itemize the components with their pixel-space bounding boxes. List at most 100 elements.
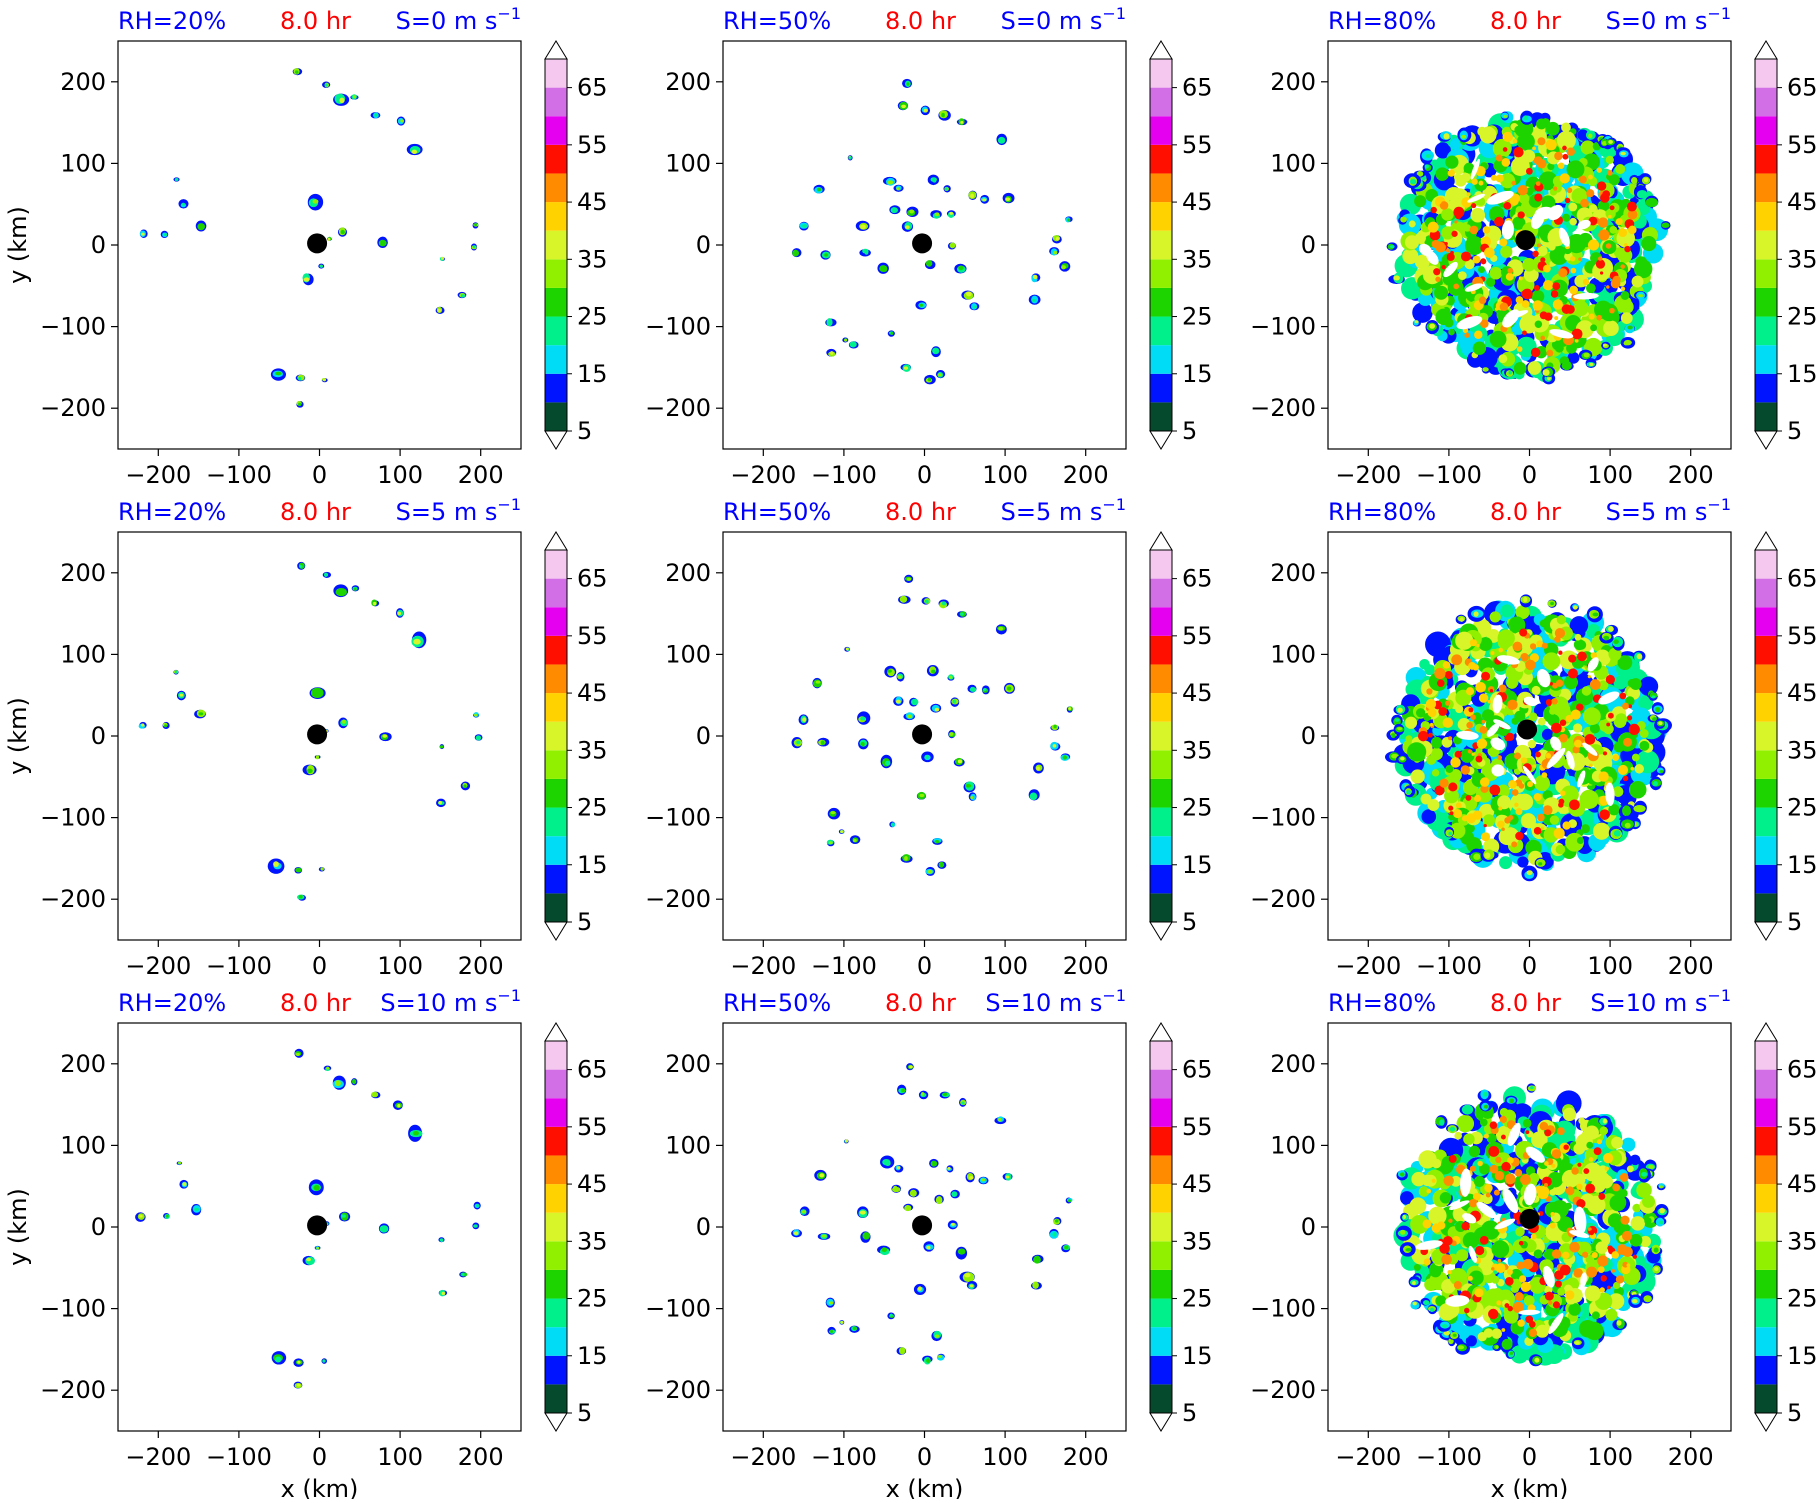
outer-cell <box>1534 857 1547 869</box>
cell-core <box>1620 264 1625 269</box>
cell-mid <box>1566 838 1574 845</box>
cell-core <box>1569 1241 1580 1253</box>
y-tick-label: −100 <box>1250 804 1316 832</box>
cell-core <box>1543 1183 1548 1188</box>
y-tick-label: −100 <box>1250 1295 1316 1323</box>
colorbar-tick-label: 35 <box>577 736 608 764</box>
cell-core <box>1450 757 1461 768</box>
shear-label-exponent: −1 <box>1102 986 1126 1005</box>
reflectivity-field <box>139 68 479 408</box>
colorbar-tick-label: 35 <box>577 1227 608 1255</box>
cell-mid <box>1561 122 1571 133</box>
colorbar-extend-max <box>544 531 568 551</box>
cell-core <box>1615 218 1623 226</box>
colorbar-segment <box>1755 721 1777 751</box>
cell-core <box>1551 1163 1556 1168</box>
cell-core <box>1588 174 1593 180</box>
cell-mid <box>1605 208 1616 219</box>
x-tick-label: −200 <box>730 1443 796 1471</box>
cell-mid <box>1547 163 1555 171</box>
colorbar-segment <box>1755 550 1777 579</box>
outer-cell <box>1455 1342 1470 1355</box>
convective-cell <box>827 807 841 820</box>
convective-cell <box>378 1223 390 1234</box>
convective-cell <box>1050 724 1060 731</box>
rainband-gap <box>1492 694 1503 714</box>
cell-mid <box>1572 723 1583 733</box>
cell-core <box>1628 225 1637 235</box>
colorbar-extend-max <box>544 1022 568 1042</box>
cell-mid <box>1426 754 1437 765</box>
cell-core <box>1558 798 1565 805</box>
cell-mid <box>1445 155 1459 169</box>
cell-core <box>1441 264 1446 270</box>
colorbar-tick-label: 55 <box>1182 131 1213 159</box>
y-axis-label: y (km) <box>4 697 32 775</box>
convective-cell <box>308 1179 324 1196</box>
outer-cell <box>1571 1337 1585 1350</box>
cell-core <box>1528 1328 1538 1338</box>
cell-core <box>1598 256 1603 261</box>
cell-base <box>1630 707 1652 728</box>
convective-cell <box>908 1188 920 1198</box>
convective-cell <box>926 665 939 677</box>
cell-core <box>1498 647 1504 653</box>
convective-cell <box>176 1161 182 1166</box>
cell-core <box>1439 1243 1450 1254</box>
colorbar-tick-label: 35 <box>577 245 608 273</box>
cell-core <box>1526 167 1533 175</box>
cell-mid <box>1497 795 1511 810</box>
cell-core <box>1602 190 1611 199</box>
cell-core <box>1596 1139 1603 1145</box>
cell-core <box>1460 765 1470 775</box>
cell-core <box>1518 1275 1527 1283</box>
convective-cell <box>877 1245 891 1256</box>
cell-core <box>1536 243 1542 248</box>
time-label: 8.0 hr <box>885 989 956 1017</box>
outer-cell <box>1578 349 1593 361</box>
convective-cell <box>472 1222 480 1230</box>
convective-cell <box>924 260 936 270</box>
cell-mid <box>1498 354 1508 364</box>
cell-mid <box>1541 118 1551 128</box>
convective-cell <box>1028 294 1041 305</box>
cell-core <box>1521 288 1533 300</box>
cell-core <box>1483 1133 1489 1139</box>
outer-cell <box>1585 130 1598 141</box>
convective-cell <box>981 685 990 695</box>
cell-core <box>1515 808 1523 816</box>
cell-mid <box>1583 707 1601 726</box>
outer-cell <box>1638 173 1652 185</box>
cell-core <box>1446 248 1451 253</box>
cell-core <box>1558 733 1568 743</box>
convective-cell <box>351 585 360 592</box>
outer-cell <box>1612 636 1625 651</box>
cell-mid <box>1518 193 1530 204</box>
cell-mid <box>1600 303 1619 322</box>
cell-mid <box>1531 289 1545 303</box>
shear-label-exponent: −1 <box>1707 495 1731 514</box>
convective-cell <box>860 1231 871 1243</box>
outer-cell <box>1437 131 1452 142</box>
cell-core <box>1518 783 1525 789</box>
rainband-gap <box>1582 742 1598 756</box>
colorbar-tick-label: 5 <box>577 417 592 445</box>
convective-cell <box>961 290 974 300</box>
colorbar-segment <box>1150 893 1172 922</box>
cell-mid <box>1468 1270 1484 1286</box>
y-tick-label: 0 <box>1301 231 1316 259</box>
x-tick-label: 100 <box>982 952 1028 980</box>
convective-cell <box>956 118 968 126</box>
cell-mid <box>1510 1268 1522 1281</box>
cell-core <box>1475 681 1486 693</box>
x-tick-label: 100 <box>1587 952 1633 980</box>
cell-mid <box>1512 216 1526 230</box>
convective-cell <box>920 105 931 116</box>
cell-core <box>1550 290 1559 298</box>
cell-mid <box>1576 640 1587 650</box>
x-tick-label: 200 <box>1063 461 1109 489</box>
cell-core <box>1481 832 1491 842</box>
storm-center-marker <box>912 724 933 745</box>
convective-cell <box>922 1355 933 1365</box>
cell-core <box>1487 699 1492 704</box>
